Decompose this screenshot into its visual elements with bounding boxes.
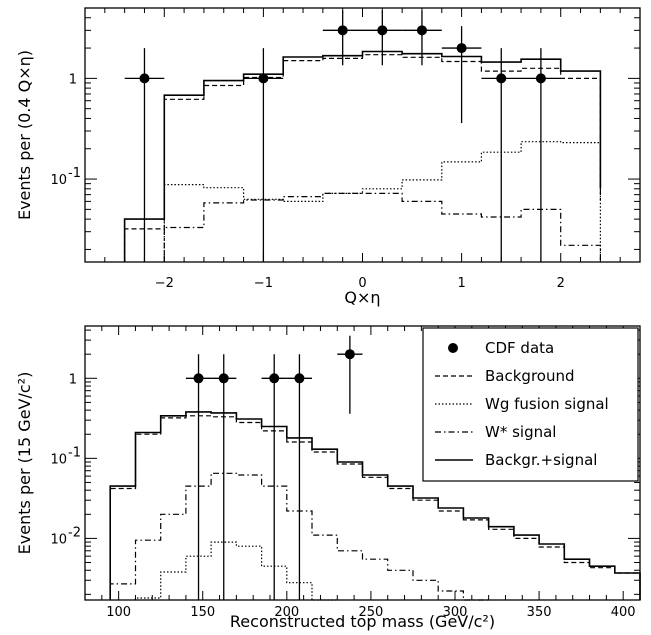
data-point — [185, 354, 212, 600]
data-point — [243, 48, 284, 262]
data-marker — [193, 373, 204, 384]
y-tick-label: 1 — [69, 72, 77, 87]
y-axis-title: Events per (15 GeV/c²) — [15, 372, 34, 555]
y-tick-label: 10 — [50, 452, 67, 467]
x-tick-label: 200 — [274, 605, 299, 620]
x-tick-label: 250 — [358, 605, 383, 620]
data-marker — [535, 73, 546, 84]
legend-label: Backgr.+signal — [485, 451, 597, 469]
data-point — [261, 354, 287, 600]
x-tick-label: 2 — [557, 276, 565, 291]
series-dotted-histogram — [163, 141, 601, 262]
data-marker — [139, 73, 150, 84]
y-tick-exponent: -1 — [68, 166, 81, 181]
data-point — [481, 48, 522, 262]
series-dotted-histogram — [134, 541, 338, 601]
data-point — [441, 26, 482, 124]
data-point — [322, 10, 363, 66]
x-axis-title: Reconstructed top mass (GeV/c²) — [230, 612, 495, 631]
data-marker — [456, 43, 467, 54]
data-marker — [344, 349, 355, 360]
legend-label: W* signal — [485, 423, 556, 441]
data-point — [124, 48, 165, 262]
x-tick-label: 300 — [443, 605, 468, 620]
x-tick-label: 100 — [106, 605, 131, 620]
x-tick-label: 150 — [190, 605, 215, 620]
y-tick-exponent: -2 — [68, 525, 81, 540]
series-solid-histogram — [109, 411, 641, 600]
data-point — [521, 48, 561, 262]
x-tick-label: 400 — [611, 605, 636, 620]
data-point — [337, 335, 363, 414]
plot-frame — [84, 7, 641, 263]
series-dashdot-histogram — [109, 472, 489, 601]
legend-box — [422, 327, 639, 482]
legend: CDF data Background Wg fusion signal W* sig… — [422, 327, 639, 482]
data-marker — [416, 25, 427, 36]
legend-label: Wg fusion signal — [485, 395, 609, 413]
data-marker — [377, 25, 388, 36]
data-point — [402, 10, 442, 66]
x-axis-title: Q×η — [344, 288, 380, 307]
series-solid-histogram — [123, 50, 602, 262]
series-dashed-histogram — [124, 54, 601, 262]
legend-marker — [448, 343, 458, 353]
data-point — [362, 10, 403, 66]
y-tick-label: 1 — [69, 372, 77, 387]
legend-label: Background — [485, 367, 575, 385]
x-tick-label: 0 — [358, 276, 366, 291]
plot-frame — [84, 325, 641, 601]
data-point — [211, 354, 237, 600]
data-marker — [218, 373, 229, 384]
top-panel: −2 −1 0 1 2 10 -1 1 Q×η Events per (0.4 Q×η) — [15, 7, 641, 307]
legend-label: CDF data — [485, 339, 554, 357]
x-tick-label: 1 — [457, 276, 465, 291]
x-tick-label: −1 — [254, 276, 273, 291]
data-marker — [258, 73, 269, 84]
data-marker — [337, 25, 348, 36]
data-marker — [496, 73, 507, 84]
data-marker — [294, 373, 305, 384]
y-tick-exponent: -1 — [68, 445, 81, 460]
series-dashdot-histogram — [163, 192, 601, 262]
x-tick-label: 350 — [527, 605, 552, 620]
x-tick-label: −2 — [155, 276, 174, 291]
data-marker — [269, 373, 280, 384]
y-tick-label: 10 — [50, 532, 67, 547]
series-dashed-histogram — [109, 415, 641, 600]
data-point — [286, 354, 313, 600]
y-tick-label: 10 — [50, 173, 67, 188]
y-axis-title: Events per (0.4 Q×η) — [15, 50, 34, 220]
